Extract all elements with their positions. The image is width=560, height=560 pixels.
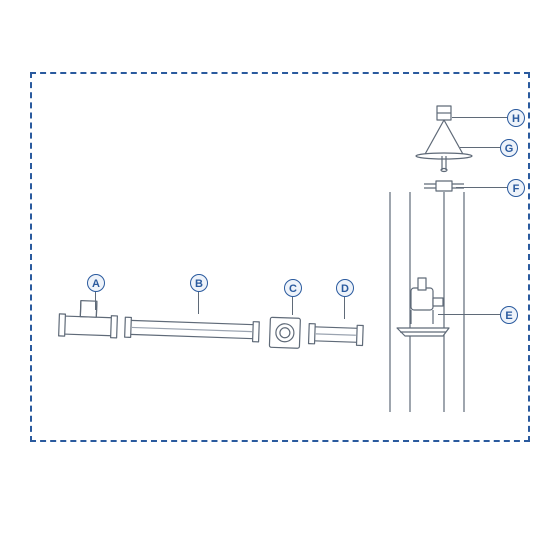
part-C-wall-plate	[269, 317, 300, 348]
label-B: B	[190, 274, 208, 292]
diagram-svg	[32, 74, 528, 440]
label-G: G	[500, 139, 518, 157]
part-F-collar	[424, 181, 464, 191]
label-A: A	[87, 274, 105, 292]
label-C: C	[284, 279, 302, 297]
part-D-pipe-short	[309, 324, 364, 346]
label-E: E	[500, 306, 518, 324]
part-H-cap	[437, 106, 451, 120]
leader-F	[456, 187, 507, 188]
part-B-pipe-long	[125, 317, 260, 342]
part-A-tee	[59, 300, 118, 338]
label-H: H	[507, 109, 525, 127]
part-E-elbow	[397, 278, 449, 336]
leader-A	[95, 292, 96, 310]
leader-G	[460, 147, 500, 148]
horizontal-assembly	[59, 300, 364, 351]
leader-C	[292, 297, 293, 315]
diagram-frame: A B C D E F G H	[30, 72, 530, 442]
label-D: D	[336, 279, 354, 297]
leader-H	[452, 117, 507, 118]
part-G-cone	[416, 120, 472, 172]
label-F: F	[507, 179, 525, 197]
leader-E	[438, 314, 500, 315]
leader-B	[198, 292, 199, 314]
leader-D	[344, 297, 345, 319]
